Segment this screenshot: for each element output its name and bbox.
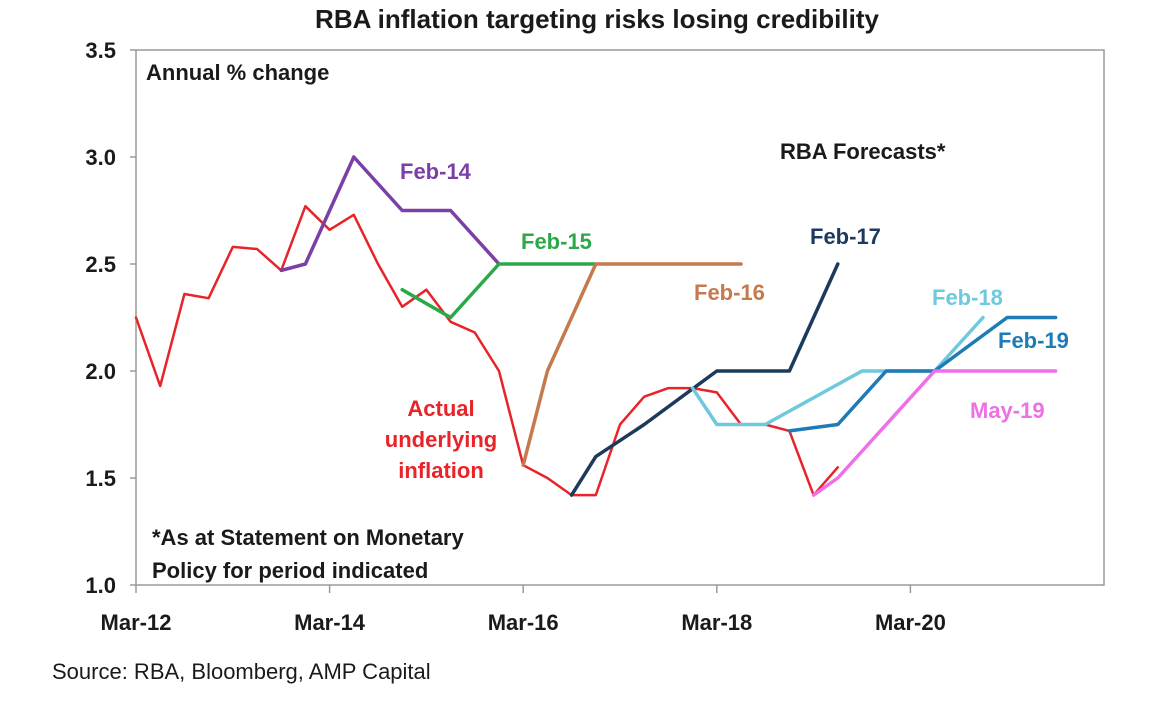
- x-axis-ticks: Mar-12 Mar-14 Mar-16 Mar-18 Mar-20: [101, 585, 946, 635]
- actual-inflation-label: Actual: [407, 396, 474, 421]
- actual-inflation-label: underlying: [385, 427, 497, 452]
- x-tick-label: Mar-12: [101, 610, 172, 635]
- series-label-feb-18: Feb-18: [932, 285, 1003, 310]
- series-line-may-19: [811, 369, 1058, 497]
- y-tick-label: 2.0: [85, 359, 116, 384]
- x-tick-label: Mar-16: [488, 610, 559, 635]
- y-tick-label: 1.0: [85, 573, 116, 598]
- x-tick-label: Mar-14: [294, 610, 366, 635]
- series-label-feb-15: Feb-15: [521, 229, 592, 254]
- series-label-feb-16: Feb-16: [694, 280, 765, 305]
- forecast-heading: RBA Forecasts*: [780, 139, 946, 164]
- footnote-line-2: Policy for period indicated: [152, 558, 428, 583]
- series-line-feb-16: [521, 262, 743, 467]
- series-line-feb-19: [787, 315, 1058, 433]
- plot-frame: [135, 49, 1105, 586]
- y-tick-label: 3.0: [85, 145, 116, 170]
- y-tick-label: 1.5: [85, 466, 116, 491]
- x-tick-label: Mar-18: [681, 610, 752, 635]
- series-label-feb-14: Feb-14: [400, 159, 472, 184]
- series-line-feb-17: [569, 262, 840, 497]
- footnote-line-1: *As at Statement on Monetary: [152, 525, 464, 550]
- series-lines: [134, 155, 1058, 497]
- actual-inflation-label: inflation: [398, 458, 484, 483]
- series-label-may-19: May-19: [970, 398, 1045, 423]
- series-line-feb-18: [690, 315, 985, 427]
- source-note: Source: RBA, Bloomberg, AMP Capital: [52, 659, 431, 684]
- chart-title: RBA inflation targeting risks losing cre…: [315, 4, 879, 34]
- series-line-actual-underlying-inflation: [134, 204, 840, 497]
- series-line-feb-14: [279, 155, 501, 273]
- series-line-feb-15: [400, 262, 598, 320]
- y-tick-label: 2.5: [85, 252, 116, 277]
- y-tick-label: 3.5: [85, 38, 116, 63]
- series-label-feb-19: Feb-19: [998, 328, 1069, 353]
- y-axis-ticks: 1.0 1.5 2.0 2.5 3.0 3.5: [85, 38, 136, 598]
- series-label-feb-17: Feb-17: [810, 224, 881, 249]
- y-axis-label: Annual % change: [146, 60, 329, 85]
- series-labels: Actual underlying inflation Feb-14 Feb-15 Feb…: [385, 159, 1069, 483]
- x-tick-label: Mar-20: [875, 610, 946, 635]
